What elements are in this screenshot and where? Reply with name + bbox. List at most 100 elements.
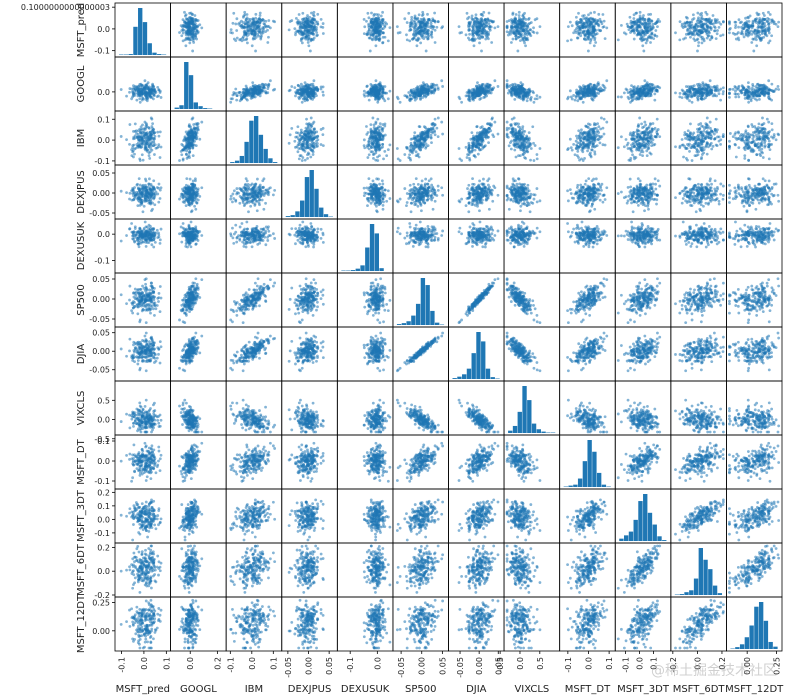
point — [180, 153, 183, 156]
point — [527, 26, 530, 29]
point — [311, 21, 314, 24]
point — [768, 18, 771, 21]
point — [141, 138, 144, 141]
point — [652, 84, 655, 87]
point — [182, 157, 185, 160]
cell-GOOGL-vs-GOOGL — [171, 57, 227, 111]
cell-frame — [226, 111, 282, 165]
point — [722, 90, 725, 93]
point — [435, 84, 438, 87]
point — [734, 24, 737, 27]
point — [695, 38, 698, 41]
point — [375, 88, 378, 91]
point — [151, 85, 154, 88]
point — [577, 12, 580, 15]
point — [512, 38, 515, 41]
point — [427, 18, 430, 21]
point — [767, 29, 770, 32]
point — [745, 88, 748, 91]
hist-bar-IBM-0 — [230, 162, 234, 163]
point — [441, 85, 444, 88]
point — [188, 143, 191, 146]
point — [632, 17, 635, 20]
point — [140, 83, 143, 86]
point — [365, 33, 368, 36]
point — [139, 159, 142, 162]
point — [699, 88, 702, 91]
point — [301, 101, 304, 104]
point — [370, 88, 373, 91]
point — [656, 85, 659, 88]
point — [320, 18, 323, 21]
point — [197, 30, 200, 33]
point — [140, 125, 143, 128]
point — [767, 41, 770, 44]
point — [599, 90, 602, 93]
point — [700, 97, 703, 100]
point — [427, 33, 430, 36]
point — [715, 37, 718, 40]
point — [369, 83, 372, 86]
point — [714, 29, 717, 32]
point — [701, 38, 704, 41]
point — [655, 89, 658, 92]
point — [748, 20, 751, 23]
point — [704, 11, 707, 14]
point — [527, 31, 530, 34]
point — [706, 37, 709, 40]
point — [519, 35, 522, 38]
point — [567, 96, 570, 99]
point — [133, 137, 136, 140]
point — [593, 38, 596, 41]
point — [184, 44, 187, 47]
point — [185, 153, 188, 156]
point — [144, 79, 147, 82]
point — [773, 22, 776, 25]
point — [679, 20, 682, 23]
point — [412, 34, 415, 37]
point — [536, 32, 539, 35]
point — [527, 88, 530, 91]
point — [316, 89, 319, 92]
point — [370, 21, 373, 24]
point — [417, 94, 420, 97]
point — [239, 94, 242, 97]
point — [767, 23, 770, 26]
point — [242, 35, 245, 38]
point — [750, 87, 753, 90]
point — [484, 93, 487, 96]
point — [249, 95, 252, 98]
point — [370, 23, 373, 26]
point — [641, 44, 644, 47]
point — [410, 89, 413, 92]
point — [519, 85, 522, 88]
point — [722, 21, 725, 24]
point — [523, 25, 526, 28]
point — [191, 50, 194, 53]
cell-frame — [226, 57, 282, 111]
point — [626, 89, 629, 92]
point — [633, 27, 636, 30]
hist-bar-GOOGL-0 — [175, 108, 179, 109]
point — [567, 25, 570, 28]
point — [189, 26, 192, 29]
point — [128, 123, 131, 126]
point — [482, 26, 485, 29]
point — [525, 18, 528, 21]
point — [186, 18, 189, 21]
point — [152, 140, 155, 143]
point — [777, 21, 780, 24]
point — [737, 93, 740, 96]
point — [460, 101, 463, 104]
point — [685, 16, 688, 19]
point — [766, 34, 769, 37]
point — [396, 96, 399, 99]
point — [156, 131, 159, 134]
point — [760, 38, 763, 41]
point — [471, 15, 474, 18]
point — [591, 21, 594, 24]
point — [510, 87, 513, 90]
point — [416, 85, 419, 88]
point — [182, 39, 185, 42]
point — [702, 18, 705, 21]
